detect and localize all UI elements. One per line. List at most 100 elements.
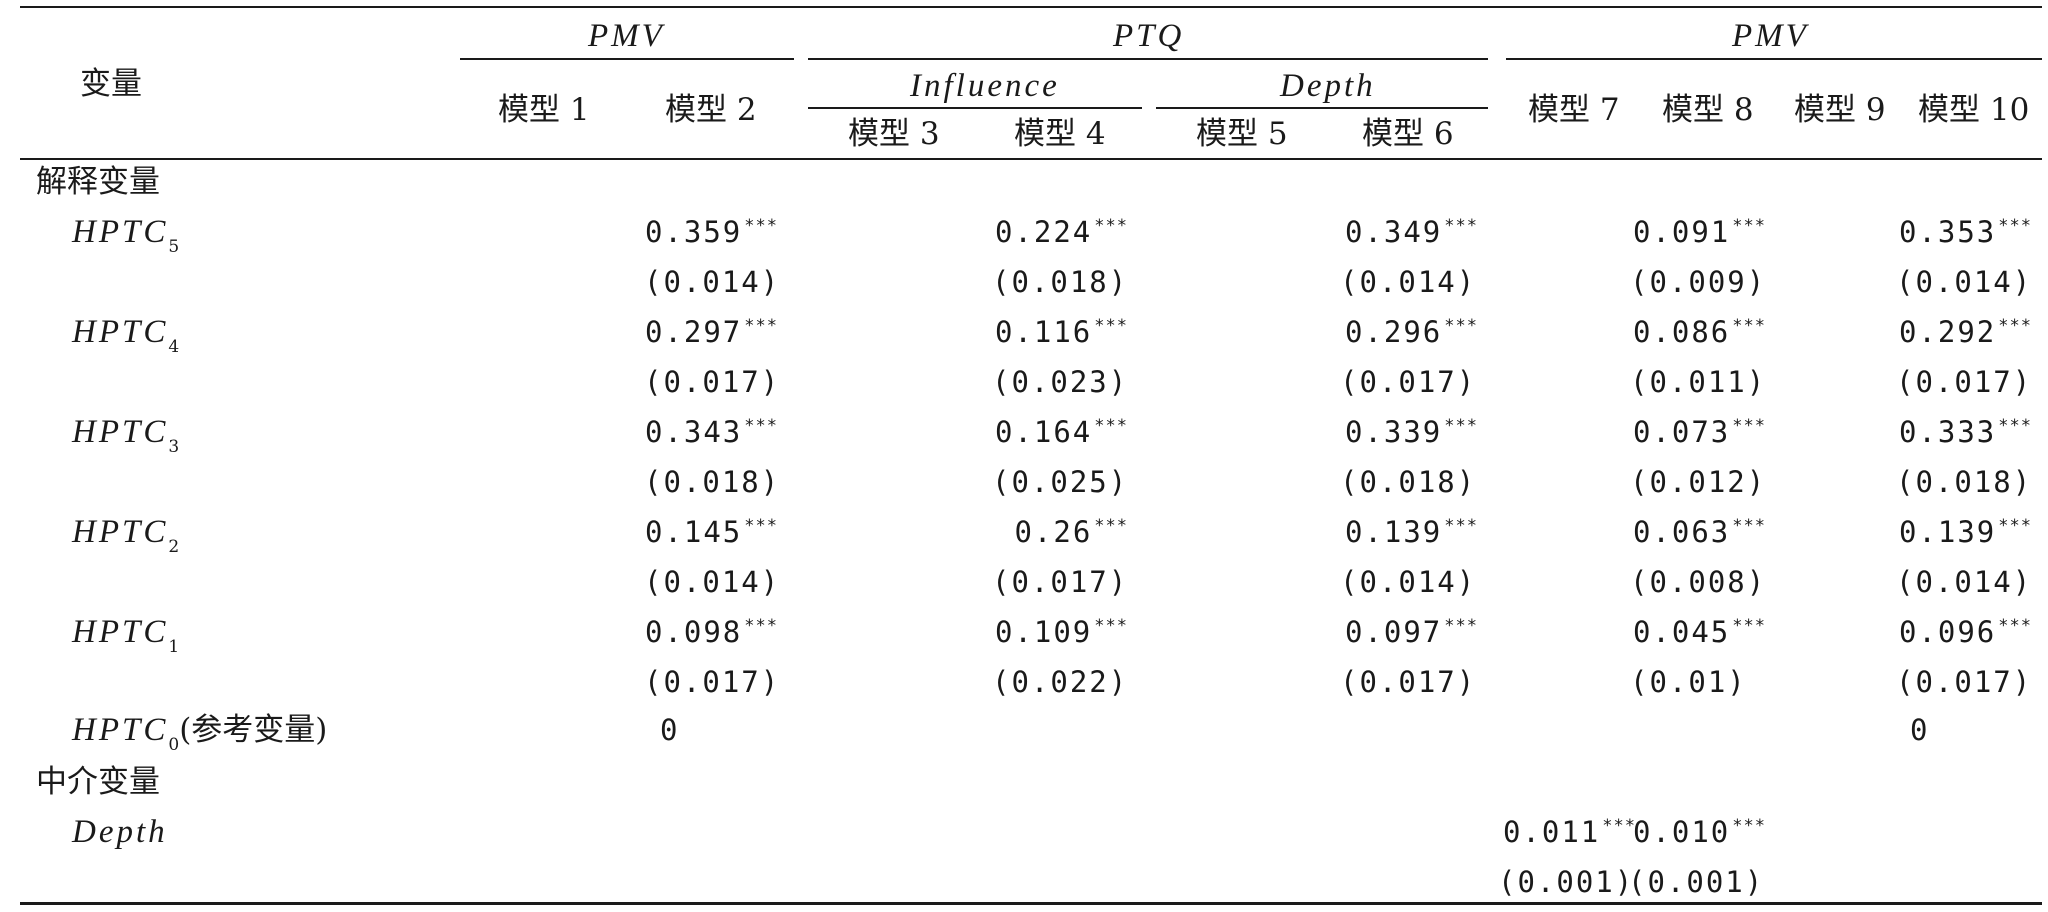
reference-value: 0 — [660, 713, 680, 747]
coefficient: 0.011 *** — [1503, 814, 1636, 850]
coefficient: 0.139 *** — [1345, 514, 1478, 550]
coefficient: 0.145 *** — [645, 514, 778, 550]
variable-name: HPTC — [72, 614, 169, 650]
coefficient-value: 0.26 — [1014, 515, 1093, 549]
variable-name: HPTC — [72, 214, 169, 250]
coefficient-value: 0.116 — [994, 315, 1093, 349]
header-group-rule-ptq — [808, 58, 1488, 60]
coefficient: 0.224 *** — [995, 214, 1128, 250]
coefficient: 0.063 *** — [1633, 514, 1766, 550]
coefficient-value: 0.096 — [1898, 615, 1997, 649]
header-bottom-rule — [20, 158, 2042, 160]
variable-subscript: 1 — [168, 637, 180, 657]
significance-stars: *** — [1732, 416, 1766, 436]
significance-stars: *** — [1732, 516, 1766, 536]
variable-label: HPTC4 — [72, 314, 179, 357]
coefficient-value: 0.063 — [1632, 515, 1731, 549]
significance-stars: *** — [1444, 616, 1478, 636]
coefficient-value: 0.297 — [644, 315, 743, 349]
header-subgroup-influence: Influence — [910, 68, 1060, 104]
coefficient-value: 0.010 — [1632, 815, 1731, 849]
standard-error: (0.014) — [1340, 565, 1477, 599]
coefficient: 0.292 *** — [1899, 314, 2032, 350]
coefficient-value: 0.086 — [1632, 315, 1731, 349]
coefficient-value: 0.164 — [994, 415, 1093, 449]
coefficient: 0.349 *** — [1345, 214, 1478, 250]
variable-label: HPTC0(参考变量) — [72, 712, 327, 755]
variable-label: HPTC5 — [72, 214, 180, 257]
coefficient-value: 0.139 — [1344, 515, 1443, 549]
coefficient: 0.098 *** — [645, 614, 778, 650]
significance-stars: *** — [1094, 516, 1128, 536]
coefficient: 0.339 *** — [1345, 414, 1478, 450]
standard-error: (0.001) — [1498, 865, 1635, 899]
standard-error: (0.014) — [644, 265, 781, 299]
standard-error: (0.023) — [992, 365, 1129, 399]
header-group-pmv-right: PMV — [1732, 18, 1809, 54]
significance-stars: *** — [744, 316, 778, 336]
significance-stars: *** — [744, 416, 778, 436]
header-model-10: 模型 10 — [1918, 92, 2030, 128]
header-model-4: 模型 4 — [1014, 116, 1106, 152]
coefficient-value: 0.353 — [1898, 215, 1997, 249]
variable-subscript: 2 — [168, 537, 180, 557]
header-model-2: 模型 2 — [665, 92, 757, 128]
header-group-ptq: PTQ — [1113, 18, 1185, 54]
standard-error: (0.017) — [1340, 365, 1477, 399]
coefficient-value: 0.343 — [644, 415, 743, 449]
significance-stars: *** — [744, 616, 778, 636]
variable-name: HPTC — [72, 414, 169, 450]
significance-stars: *** — [1732, 216, 1766, 236]
coefficient: 0.296 *** — [1345, 314, 1478, 350]
header-model-7: 模型 7 — [1528, 92, 1620, 128]
coefficient: 0.073 *** — [1633, 414, 1766, 450]
coefficient-value: 0.091 — [1632, 215, 1731, 249]
standard-error: (0.011) — [1630, 365, 1767, 399]
standard-error: (0.018) — [644, 465, 781, 499]
coefficient: 0.333 *** — [1899, 414, 2032, 450]
significance-stars: *** — [1602, 816, 1636, 836]
variable-subscript: 5 — [168, 237, 180, 257]
reference-value: 0 — [1910, 713, 1930, 747]
header-model-1: 模型 1 — [498, 92, 590, 128]
variable-label: HPTC3 — [72, 414, 179, 457]
standard-error: (0.014) — [1340, 265, 1477, 299]
variable-subscript: 0 — [168, 735, 180, 755]
header-model-5: 模型 5 — [1196, 116, 1288, 152]
section-explanatory: 解释变量 — [36, 164, 160, 200]
standard-error: (0.014) — [1896, 265, 2033, 299]
coefficient-value: 0.224 — [994, 215, 1093, 249]
coefficient: 0.26 *** — [1014, 514, 1128, 550]
header-variable: 变量 — [80, 66, 142, 102]
standard-error: (0.017) — [1896, 365, 2033, 399]
table-top-rule — [20, 6, 2042, 8]
coefficient-value: 0.145 — [644, 515, 743, 549]
coefficient-value: 0.011 — [1502, 815, 1601, 849]
header-model-3: 模型 3 — [848, 116, 940, 152]
coefficient: 0.164 *** — [995, 414, 1128, 450]
header-model-6: 模型 6 — [1362, 116, 1454, 152]
standard-error: (0.014) — [1896, 565, 2033, 599]
significance-stars: *** — [1998, 416, 2032, 436]
significance-stars: *** — [1998, 516, 2032, 536]
coefficient: 0.139 *** — [1899, 514, 2032, 550]
coefficient: 0.091 *** — [1633, 214, 1766, 250]
coefficient-value: 0.098 — [644, 615, 743, 649]
coefficient-value: 0.097 — [1344, 615, 1443, 649]
coefficient-value: 0.349 — [1344, 215, 1443, 249]
significance-stars: *** — [1094, 616, 1128, 636]
header-subgroup-depth: Depth — [1280, 68, 1376, 104]
coefficient: 0.086 *** — [1633, 314, 1766, 350]
standard-error: (0.008) — [1630, 565, 1767, 599]
significance-stars: *** — [1444, 416, 1478, 436]
coefficient-value: 0.109 — [994, 615, 1093, 649]
variable-name: HPTC — [72, 712, 169, 748]
variable-label: HPTC2 — [72, 514, 180, 557]
header-group-pmv-left: PMV — [588, 18, 665, 54]
coefficient: 0.297 *** — [645, 314, 778, 350]
variable-label: HPTC1 — [72, 614, 180, 657]
standard-error: (0.01) — [1630, 665, 1747, 699]
coefficient-value: 0.073 — [1632, 415, 1731, 449]
coefficient: 0.010 *** — [1633, 814, 1766, 850]
standard-error: (0.018) — [992, 265, 1129, 299]
